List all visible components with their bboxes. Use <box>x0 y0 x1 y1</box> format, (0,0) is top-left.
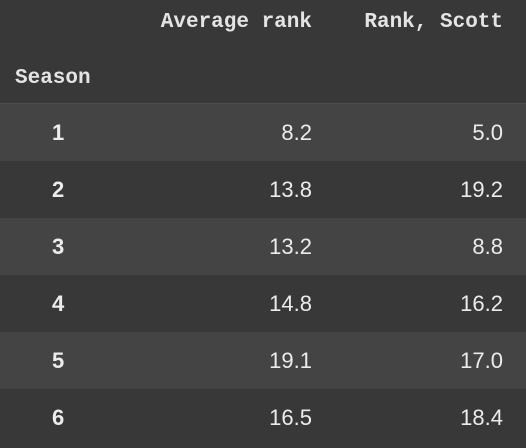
average-rank-cell: 8.2 <box>281 120 312 145</box>
table-row: 3 13.2 8.8 <box>0 218 526 275</box>
column-header-rank-scott: Rank, Scott <box>364 11 503 34</box>
table-row: 5 19.1 17.0 <box>0 332 526 389</box>
table-body: 1 8.2 5.0 2 13.8 19.2 3 13.2 8.8 4 14.8 … <box>0 104 526 446</box>
average-rank-cell: 14.8 <box>269 291 312 316</box>
row-index-cell: 4 <box>52 291 65 316</box>
column-header-row: Average rank Rank, Scott <box>0 8 526 38</box>
rank-scott-cell: 19.2 <box>460 177 503 202</box>
average-rank-cell: 16.5 <box>269 405 312 430</box>
row-index-cell: 6 <box>52 405 65 430</box>
row-index-cell: 3 <box>52 234 65 259</box>
row-index-cell: 5 <box>52 348 65 373</box>
rank-scott-cell: 17.0 <box>460 348 503 373</box>
table-row: 6 16.5 18.4 <box>0 389 526 446</box>
rank-scott-cell: 18.4 <box>460 405 503 430</box>
average-rank-cell: 13.2 <box>269 234 312 259</box>
column-header-average-rank: Average rank <box>160 11 312 34</box>
index-name-label: Season <box>15 67 91 90</box>
row-index-cell: 1 <box>52 120 65 145</box>
rank-scott-cell: 16.2 <box>460 291 503 316</box>
table-row: 1 8.2 5.0 <box>0 104 526 161</box>
header-divider <box>0 103 526 104</box>
rank-scott-cell: 8.8 <box>472 234 503 259</box>
average-rank-cell: 13.8 <box>269 177 312 202</box>
row-index-cell: 2 <box>52 177 65 202</box>
index-name-row: Season <box>0 64 526 94</box>
table-row: 4 14.8 16.2 <box>0 275 526 332</box>
rank-scott-cell: 5.0 <box>472 120 503 145</box>
table-row: 2 13.8 19.2 <box>0 161 526 218</box>
average-rank-cell: 19.1 <box>269 348 312 373</box>
